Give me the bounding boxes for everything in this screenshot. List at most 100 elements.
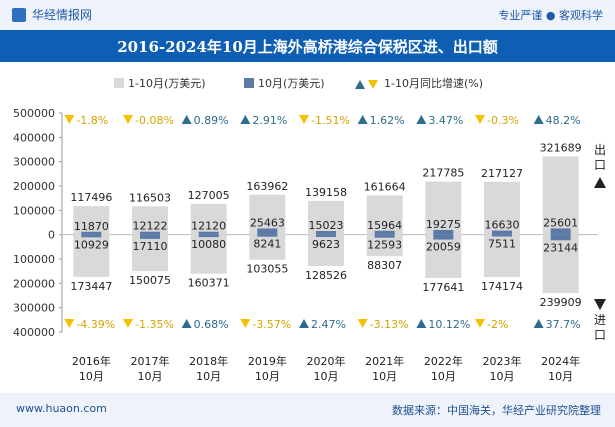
top-bar: 华经情报网 专业严谨 ● 客观科学	[0, 0, 615, 30]
bar-export-monthly	[492, 230, 512, 235]
growth-export-down-icon	[123, 115, 133, 124]
label-export-monthly: 19275	[426, 218, 461, 231]
x-tick-label: 2018年	[189, 354, 228, 368]
bar-import-cumulative	[425, 234, 462, 278]
label-export-monthly: 16630	[485, 219, 520, 232]
x-tick-label: 10月	[548, 370, 573, 383]
legend-swatch-monthly	[244, 78, 254, 88]
label-export-cumulative: 217127	[481, 167, 523, 180]
y-tick-label: 300000	[13, 302, 55, 315]
bar-export-monthly	[550, 228, 571, 235]
brand-logo-icon	[12, 8, 26, 22]
growth-export-label: 2.91%	[252, 114, 287, 127]
x-tick-label: 2017年	[131, 354, 170, 368]
growth-export-label: -1.51%	[311, 114, 350, 127]
label-import-cumulative: 177641	[422, 281, 464, 294]
x-tick-label: 10月	[490, 370, 515, 383]
growth-export-up-icon	[181, 115, 192, 124]
label-import-monthly: 9623	[312, 238, 340, 251]
label-import-cumulative: 128526	[305, 269, 347, 282]
y-tick-label: 500000	[13, 107, 55, 120]
bar-import-cumulative	[308, 234, 344, 266]
x-tick-label: 2019年	[248, 354, 287, 368]
bar-export-monthly	[316, 231, 336, 235]
slogan: 专业严谨 ● 客观科学	[498, 9, 603, 22]
label-export-cumulative: 321689	[540, 141, 582, 154]
bar-import-monthly	[492, 234, 512, 237]
y-tick-label: 400000	[13, 326, 55, 339]
label-export-monthly: 15964	[367, 219, 402, 232]
x-tick-label: 10月	[431, 370, 456, 383]
growth-import-up-icon	[181, 319, 192, 328]
label-import-monthly: 17110	[133, 240, 168, 253]
bar-export-cumulative	[484, 181, 520, 235]
growth-export-label: 0.89%	[194, 114, 229, 127]
y-tick-label: 400000	[13, 131, 55, 144]
growth-export-label: 3.47%	[428, 114, 463, 127]
growth-export-label: 1.62%	[370, 114, 405, 127]
label-import-cumulative: 103055	[246, 263, 288, 276]
growth-import-up-icon	[299, 319, 309, 328]
growth-import-down-icon	[123, 319, 133, 328]
x-tick-label: 10月	[255, 370, 280, 383]
x-tick-label: 10月	[138, 370, 163, 383]
label-import-monthly: 8241	[253, 238, 281, 251]
label-export-monthly: 25601	[543, 216, 578, 229]
label-import-monthly: 10080	[191, 238, 226, 251]
label-import-monthly: 12593	[367, 239, 402, 252]
side-label-import: 口	[594, 328, 606, 342]
label-export-cumulative: 139158	[305, 186, 347, 199]
x-tick-label: 2022年	[424, 354, 463, 368]
x-tick-label: 2024年	[541, 354, 580, 368]
y-tick-label: 300000	[13, 156, 55, 169]
data-source: 数据来源：中国海关，华经产业研究院整理	[392, 404, 601, 417]
growth-export-down-icon	[64, 115, 75, 124]
growth-import-label: 37.7%	[546, 318, 581, 331]
chart-svg: 1-10月(万美元) 10月(万美元) 1-10月同比增速(%) 400000 300…	[13, 76, 606, 383]
y-tick-label: 200000	[13, 180, 55, 193]
growth-export-up-icon	[357, 115, 368, 124]
bar-export-cumulative	[132, 206, 168, 235]
bar-import-monthly	[81, 234, 102, 238]
footer: www.huaon.com 数据来源：中国海关，华经产业研究院整理	[0, 393, 615, 427]
bar-import-cumulative	[73, 234, 110, 277]
label-import-monthly: 10929	[74, 238, 109, 251]
legend: 1-10月(万美元) 10月(万美元) 1-10月同比增速(%)	[114, 76, 483, 90]
x-tick-label: 2016年	[72, 354, 111, 368]
label-import-cumulative: 239909	[540, 296, 582, 309]
legend-up-triangle-icon	[355, 80, 365, 89]
bar-import-cumulative	[542, 234, 579, 294]
bar-import-monthly	[550, 234, 571, 241]
bar-import-cumulative	[132, 234, 168, 272]
bar-export-monthly	[257, 228, 278, 235]
side-label-export: 出	[594, 143, 606, 157]
x-tick-label: 10月	[79, 370, 104, 383]
legend-swatch-cumulative	[114, 78, 124, 88]
website-link[interactable]: www.huaon.com	[16, 402, 107, 415]
label-export-cumulative: 163962	[246, 180, 288, 193]
label-import-cumulative: 173447	[70, 280, 112, 293]
bar-import-monthly	[433, 234, 454, 240]
bar-import-cumulative	[190, 234, 227, 274]
label-import-monthly: 20059	[426, 241, 461, 254]
growth-import-label: -1.35%	[135, 318, 174, 331]
data-labels: 117496 11870 10929 173447 2016年 10月 116503 1212…	[70, 141, 581, 383]
bar-export-cumulative	[190, 203, 227, 235]
label-export-monthly: 11870	[74, 220, 109, 233]
label-import-cumulative: 150075	[129, 274, 171, 287]
side-label-export: 口	[594, 158, 606, 172]
bar-import-monthly	[140, 234, 160, 239]
growth-import-label: 0.68%	[194, 318, 229, 331]
label-import-monthly: 7511	[488, 237, 516, 250]
bar-export-monthly	[140, 231, 160, 235]
title-band: 2016-2024年10月上海外高桥港综合保税区进、出口额	[0, 30, 615, 62]
chart-title: 2016-2024年10月上海外高桥港综合保税区进、出口额	[117, 38, 498, 56]
label-export-cumulative: 117496	[70, 191, 112, 204]
bar-export-cumulative	[73, 206, 110, 235]
growth-import-down-icon	[357, 319, 368, 328]
label-import-cumulative: 160371	[188, 277, 230, 290]
growth-export-label: -0.08%	[135, 114, 174, 127]
growth-import-label: -3.57%	[252, 318, 291, 331]
bar-import-cumulative	[366, 234, 403, 257]
bar-export-cumulative	[249, 194, 286, 235]
